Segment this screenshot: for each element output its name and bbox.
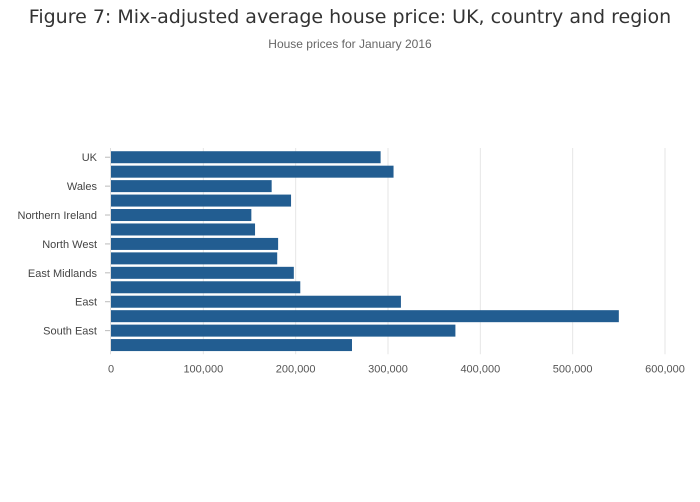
x-tick-label: 300,000 <box>368 363 408 375</box>
bar <box>111 165 394 178</box>
bar <box>111 223 256 236</box>
y-tick-label: North West <box>42 239 97 251</box>
bar <box>111 194 292 207</box>
x-tick-label: 200,000 <box>276 363 316 375</box>
y-tick-label: East Midlands <box>28 268 98 280</box>
bar <box>111 324 456 337</box>
y-tick-label: South East <box>43 326 97 338</box>
x-tick-label: 600,000 <box>645 363 685 375</box>
bar <box>111 180 272 193</box>
bar <box>111 281 301 294</box>
y-tick-label: East <box>75 297 97 309</box>
chart-subtitle: House prices for January 2016 <box>268 37 432 51</box>
bar <box>111 339 352 352</box>
bar <box>111 151 381 164</box>
chart-title: Figure 7: Mix-adjusted average house pri… <box>28 6 672 28</box>
y-tick-label: Northern Ireland <box>18 210 98 222</box>
bar <box>111 310 619 323</box>
y-tick-label: Wales <box>67 181 98 193</box>
y-tick-label: UK <box>82 152 98 164</box>
bar <box>111 252 278 265</box>
x-tick-label: 500,000 <box>553 363 593 375</box>
bar <box>111 209 252 222</box>
x-tick-label: 400,000 <box>460 363 500 375</box>
x-tick-label: 0 <box>108 363 114 375</box>
bar <box>111 266 294 279</box>
bar <box>111 295 401 308</box>
x-tick-label: 100,000 <box>183 363 223 375</box>
bar <box>111 237 279 250</box>
